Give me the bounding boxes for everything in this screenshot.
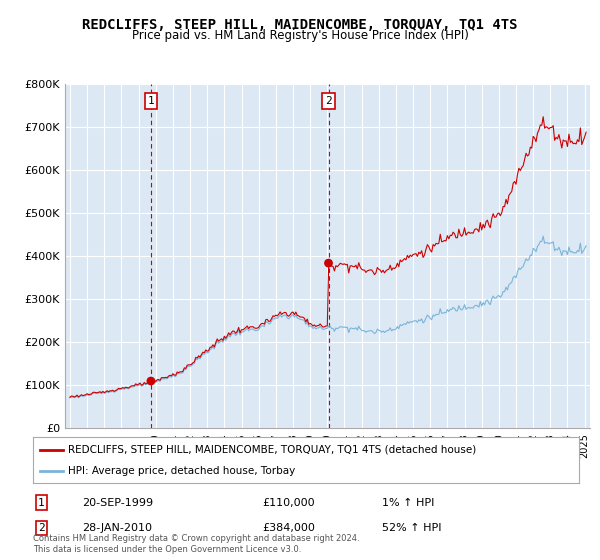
- Text: 2: 2: [38, 523, 44, 533]
- Text: 1: 1: [148, 96, 154, 106]
- Text: 20-SEP-1999: 20-SEP-1999: [82, 498, 153, 507]
- Text: £110,000: £110,000: [262, 498, 315, 507]
- Text: 1: 1: [38, 498, 44, 507]
- Text: Price paid vs. HM Land Registry's House Price Index (HPI): Price paid vs. HM Land Registry's House …: [131, 29, 469, 42]
- Text: Contains HM Land Registry data © Crown copyright and database right 2024.
This d: Contains HM Land Registry data © Crown c…: [33, 534, 359, 554]
- Text: HPI: Average price, detached house, Torbay: HPI: Average price, detached house, Torb…: [68, 466, 296, 476]
- Text: REDCLIFFS, STEEP HILL, MAIDENCOMBE, TORQUAY, TQ1 4TS (detached house): REDCLIFFS, STEEP HILL, MAIDENCOMBE, TORQ…: [68, 445, 477, 455]
- Text: 2: 2: [325, 96, 332, 106]
- Text: REDCLIFFS, STEEP HILL, MAIDENCOMBE, TORQUAY, TQ1 4TS: REDCLIFFS, STEEP HILL, MAIDENCOMBE, TORQ…: [82, 18, 518, 32]
- Text: 52% ↑ HPI: 52% ↑ HPI: [382, 523, 442, 533]
- Text: 28-JAN-2010: 28-JAN-2010: [82, 523, 152, 533]
- Point: [324, 259, 334, 268]
- Text: £384,000: £384,000: [262, 523, 315, 533]
- Text: 1% ↑ HPI: 1% ↑ HPI: [382, 498, 435, 507]
- Point: [146, 376, 156, 385]
